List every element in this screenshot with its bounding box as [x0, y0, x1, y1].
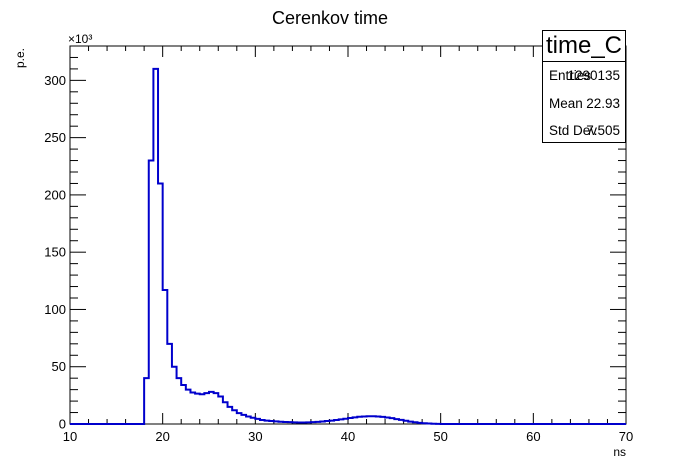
y-tick-label: 150	[44, 245, 66, 260]
stats-label: Mean	[549, 95, 583, 111]
x-tick-label: 60	[526, 429, 540, 444]
y-tick-label: 0	[59, 417, 66, 432]
x-tick-label: 70	[619, 429, 633, 444]
y-tick-label: 100	[44, 302, 66, 317]
x-tick-label: 50	[433, 429, 447, 444]
x-tick-label: 10	[63, 429, 77, 444]
stats-label: Std Dev	[549, 123, 598, 138]
stats-row-entries: Entries 1290135	[543, 62, 625, 90]
chart-title: Cerenkov time	[272, 8, 388, 28]
x-axis-label: ns	[613, 445, 626, 459]
stats-title: time_C	[543, 31, 625, 62]
stats-value: 22.93	[586, 95, 620, 111]
stats-row-mean: Mean 22.93	[543, 90, 625, 118]
y-multiplier-label: ×10³	[68, 32, 92, 46]
y-tick-label: 250	[44, 130, 66, 145]
histogram-series-line	[70, 67, 626, 425]
stats-box: time_C Entries 1290135 Mean 22.93 Std De…	[542, 30, 626, 143]
stats-label: Entries	[549, 68, 592, 83]
x-tick-label: 30	[248, 429, 262, 444]
x-tick-label: 40	[341, 429, 355, 444]
y-tick-label: 300	[44, 73, 66, 88]
y-axis-label: p.e.	[13, 48, 27, 68]
y-tick-label: 50	[52, 359, 66, 374]
x-tick-label: 20	[155, 429, 169, 444]
y-tick-label: 200	[44, 187, 66, 202]
stats-row-stddev: Std Dev 7.505	[543, 117, 625, 145]
stats-value: 7.505	[586, 123, 620, 138]
stats-value: 1290135	[567, 68, 620, 83]
